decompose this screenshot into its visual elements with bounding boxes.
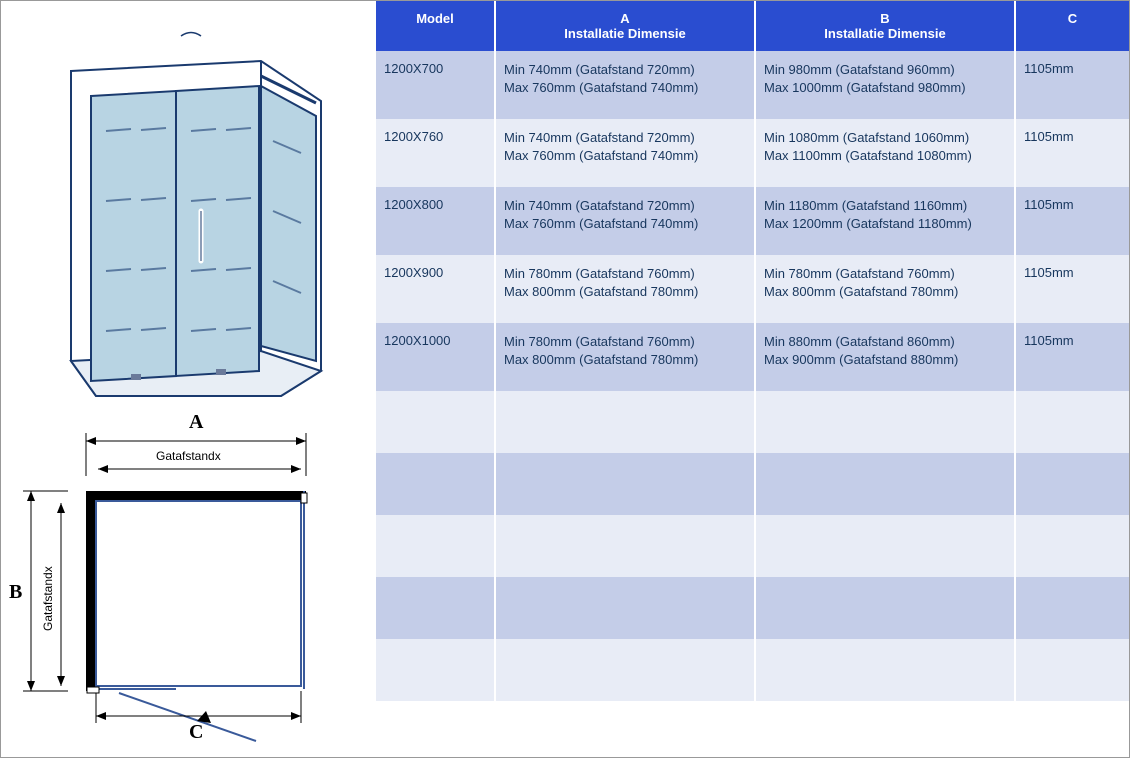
cell-b: Min 780mm (Gatafstand 760mm)Max 800mm (G… [756, 255, 1016, 323]
table-row: 1200X1000Min 780mm (Gatafstand 760mm)Max… [376, 323, 1129, 391]
cell-b [756, 639, 1016, 701]
cell-b-max: Max 1000mm (Gatafstand 980mm) [764, 79, 1006, 97]
cell-b: Min 880mm (Gatafstand 860mm)Max 900mm (G… [756, 323, 1016, 391]
spec-table: Model A Installatie Dimensie B Installat… [376, 1, 1129, 757]
th-a: A Installatie Dimensie [496, 1, 756, 51]
label-a: A [189, 411, 203, 434]
cell-b: Min 980mm (Gatafstand 960mm)Max 1000mm (… [756, 51, 1016, 119]
cell-model [376, 391, 496, 453]
cell-b [756, 577, 1016, 639]
cell-b: Min 1180mm (Gatafstand 1160mm)Max 1200mm… [756, 187, 1016, 255]
cell-a: Min 740mm (Gatafstand 720mm)Max 760mm (G… [496, 51, 756, 119]
table-row: 1200X700Min 740mm (Gatafstand 720mm)Max … [376, 51, 1129, 119]
plan-svg [1, 421, 376, 759]
table-header-row: Model A Installatie Dimensie B Installat… [376, 1, 1129, 51]
plan-diagram: A Gatafstandx B Gatafstandx C [1, 421, 376, 759]
th-model: Model [376, 1, 496, 51]
cell-b-max: Max 1100mm (Gatafstand 1080mm) [764, 147, 1006, 165]
page-container: A Gatafstandx B Gatafstandx C Model A In… [0, 0, 1130, 758]
cell-b [756, 515, 1016, 577]
cell-model [376, 453, 496, 515]
cell-a-max: Max 760mm (Gatafstand 740mm) [504, 79, 746, 97]
label-gat-top: Gatafstandx [156, 449, 221, 463]
cell-model [376, 577, 496, 639]
table-row [376, 515, 1129, 577]
cell-c [1016, 453, 1129, 515]
cell-c: 1105mm [1016, 51, 1129, 119]
table-row [376, 639, 1129, 701]
table-row: 1200X900Min 780mm (Gatafstand 760mm)Max … [376, 255, 1129, 323]
cell-c [1016, 577, 1129, 639]
cell-b-min: Min 980mm (Gatafstand 960mm) [764, 61, 1006, 79]
cell-a-max: Max 760mm (Gatafstand 740mm) [504, 215, 746, 233]
cell-b-min: Min 780mm (Gatafstand 760mm) [764, 265, 1006, 283]
th-c-text: C [1068, 11, 1077, 26]
label-b: B [9, 581, 22, 604]
cell-c: 1105mm [1016, 323, 1129, 391]
cell-a-max: Max 800mm (Gatafstand 780mm) [504, 351, 746, 369]
cell-model [376, 515, 496, 577]
cell-model: 1200X700 [376, 51, 496, 119]
th-b-line2: Installatie Dimensie [824, 26, 945, 41]
th-a-line2: Installatie Dimensie [564, 26, 685, 41]
cell-b-min: Min 1180mm (Gatafstand 1160mm) [764, 197, 1006, 215]
cell-a: Min 780mm (Gatafstand 760mm)Max 800mm (G… [496, 255, 756, 323]
cell-a-max: Max 800mm (Gatafstand 780mm) [504, 283, 746, 301]
cell-a [496, 515, 756, 577]
cell-a-max: Max 760mm (Gatafstand 740mm) [504, 147, 746, 165]
cell-b-max: Max 1200mm (Gatafstand 1180mm) [764, 215, 1006, 233]
cell-model: 1200X760 [376, 119, 496, 187]
table-row: 1200X800Min 740mm (Gatafstand 720mm)Max … [376, 187, 1129, 255]
cell-b: Min 1080mm (Gatafstand 1060mm)Max 1100mm… [756, 119, 1016, 187]
cell-b-max: Max 900mm (Gatafstand 880mm) [764, 351, 1006, 369]
th-b: B Installatie Dimensie [756, 1, 1016, 51]
iso-diagram [1, 1, 376, 421]
cell-b-max: Max 800mm (Gatafstand 780mm) [764, 283, 1006, 301]
table-row [376, 453, 1129, 515]
cell-a-min: Min 740mm (Gatafstand 720mm) [504, 197, 746, 215]
cell-model [376, 639, 496, 701]
iso-svg [1, 1, 376, 421]
th-b-line1: B [880, 11, 889, 26]
cell-b-min: Min 880mm (Gatafstand 860mm) [764, 333, 1006, 351]
th-c: C [1016, 1, 1129, 51]
cell-c [1016, 391, 1129, 453]
cell-c: 1105mm [1016, 119, 1129, 187]
cell-b-min: Min 1080mm (Gatafstand 1060mm) [764, 129, 1006, 147]
th-a-line1: A [620, 11, 629, 26]
cell-a [496, 577, 756, 639]
cell-c: 1105mm [1016, 255, 1129, 323]
cell-a-min: Min 740mm (Gatafstand 720mm) [504, 61, 746, 79]
cell-a [496, 391, 756, 453]
cell-a-min: Min 780mm (Gatafstand 760mm) [504, 333, 746, 351]
table-row: 1200X760Min 740mm (Gatafstand 720mm)Max … [376, 119, 1129, 187]
th-model-text: Model [416, 11, 454, 26]
cell-b [756, 391, 1016, 453]
cell-a [496, 639, 756, 701]
label-c: C [189, 721, 203, 744]
table-body: 1200X700Min 740mm (Gatafstand 720mm)Max … [376, 51, 1129, 757]
cell-model: 1200X800 [376, 187, 496, 255]
label-gat-left: Gatafstandx [41, 566, 55, 631]
cell-c [1016, 639, 1129, 701]
table-row [376, 577, 1129, 639]
cell-a-min: Min 740mm (Gatafstand 720mm) [504, 129, 746, 147]
cell-a: Min 740mm (Gatafstand 720mm)Max 760mm (G… [496, 187, 756, 255]
cell-a: Min 780mm (Gatafstand 760mm)Max 800mm (G… [496, 323, 756, 391]
cell-a [496, 453, 756, 515]
cell-b [756, 453, 1016, 515]
cell-a-min: Min 780mm (Gatafstand 760mm) [504, 265, 746, 283]
diagram-panel: A Gatafstandx B Gatafstandx C [1, 1, 376, 757]
cell-model: 1200X1000 [376, 323, 496, 391]
cell-c: 1105mm [1016, 187, 1129, 255]
cell-model: 1200X900 [376, 255, 496, 323]
cell-a: Min 740mm (Gatafstand 720mm)Max 760mm (G… [496, 119, 756, 187]
cell-c [1016, 515, 1129, 577]
table-row [376, 391, 1129, 453]
